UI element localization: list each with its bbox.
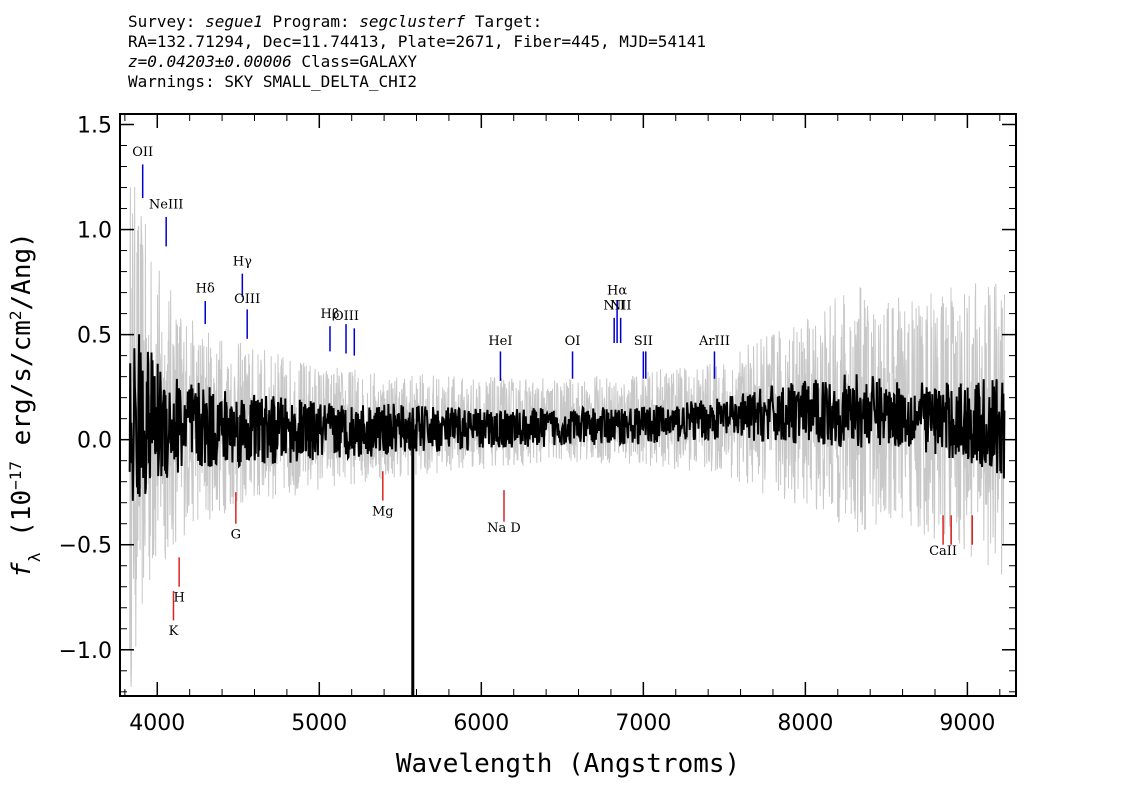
emission-line-label: OI <box>565 334 581 349</box>
y-tick-label: −0.5 <box>59 534 112 559</box>
program-label: Program: <box>272 12 350 31</box>
flux-series-line <box>128 334 1006 501</box>
emission-line-label: SII <box>634 334 653 349</box>
emission-line-label: NII <box>603 298 625 313</box>
x-tick-label: 8000 <box>777 711 833 736</box>
x-tick-label: 5000 <box>291 711 347 736</box>
emission-line-label: OIII <box>234 292 260 307</box>
absorption-line-label: H <box>173 590 184 605</box>
header-line-redshift: z=0.04203±0.00006 Class=GALAXY <box>128 52 706 72</box>
y-tick-label: 0.5 <box>77 324 112 349</box>
flux-series-group <box>128 334 1006 696</box>
noise-series-group <box>129 186 1005 687</box>
y-tick-label: −1.0 <box>59 639 112 664</box>
x-tick-label: 7000 <box>615 711 671 736</box>
emission-line-label: OII <box>132 145 153 160</box>
emission-line-label: Hδ <box>196 282 215 297</box>
x-axis-title: Wavelength (Angstroms) <box>396 749 740 779</box>
y-axis-title: fλ (10−17 erg/s/cm2/Ang) <box>6 232 44 578</box>
target-label: Target: <box>474 12 543 31</box>
class-value: Class=GALAXY <box>301 52 417 71</box>
y-tick-label: 1.5 <box>77 114 112 139</box>
absorption-line-label: K <box>169 624 179 639</box>
noise-series-line <box>129 186 1005 687</box>
emission-line-label: HeI <box>488 334 512 349</box>
y-tick-label: 1.0 <box>77 219 112 244</box>
header-line-warnings: Warnings: SKY SMALL_DELTA_CHI2 <box>128 72 417 91</box>
absorption-line-label: Na D <box>487 521 521 536</box>
x-tick-label: 4000 <box>129 711 185 736</box>
x-tick-label: 9000 <box>939 711 995 736</box>
survey-value: segue1 <box>205 12 263 31</box>
emission-line-label: Hα <box>607 284 627 299</box>
y-tick-label: 0.0 <box>77 429 112 454</box>
axes-group: 4000 5000 6000 7000 8000 9000 −1.0 −0.5 0.0 0.5 1.… <box>59 114 1016 736</box>
survey-label: Survey: <box>128 12 196 31</box>
absorption-line-label: CaII <box>929 544 957 559</box>
emission-line-label: NeIII <box>149 198 183 213</box>
emission-line-label: Hβ <box>321 307 340 322</box>
spectrum-header: Survey: segue1 Program: segclusterf Targ… <box>128 12 706 92</box>
header-line-survey: Survey: segue1 Program: segclusterf Targ… <box>128 12 706 32</box>
absorption-line-label: G <box>231 527 241 542</box>
absorption-line-label: Mg <box>372 504 394 519</box>
emission-line-label: Hγ <box>233 254 252 269</box>
x-tick-label: 6000 <box>453 711 509 736</box>
redshift-value: z=0.04203±0.00006 <box>128 52 292 71</box>
emission-line-label: NII <box>610 298 632 313</box>
header-line-coordinates: RA=132.71294, Dec=11.74413, Plate=2671, … <box>128 32 706 51</box>
emission-line-label: ArIII <box>698 334 730 349</box>
plot-frame <box>119 113 1017 697</box>
emission-line-label: OIII <box>333 309 359 324</box>
program-value: segclusterf <box>359 12 466 31</box>
